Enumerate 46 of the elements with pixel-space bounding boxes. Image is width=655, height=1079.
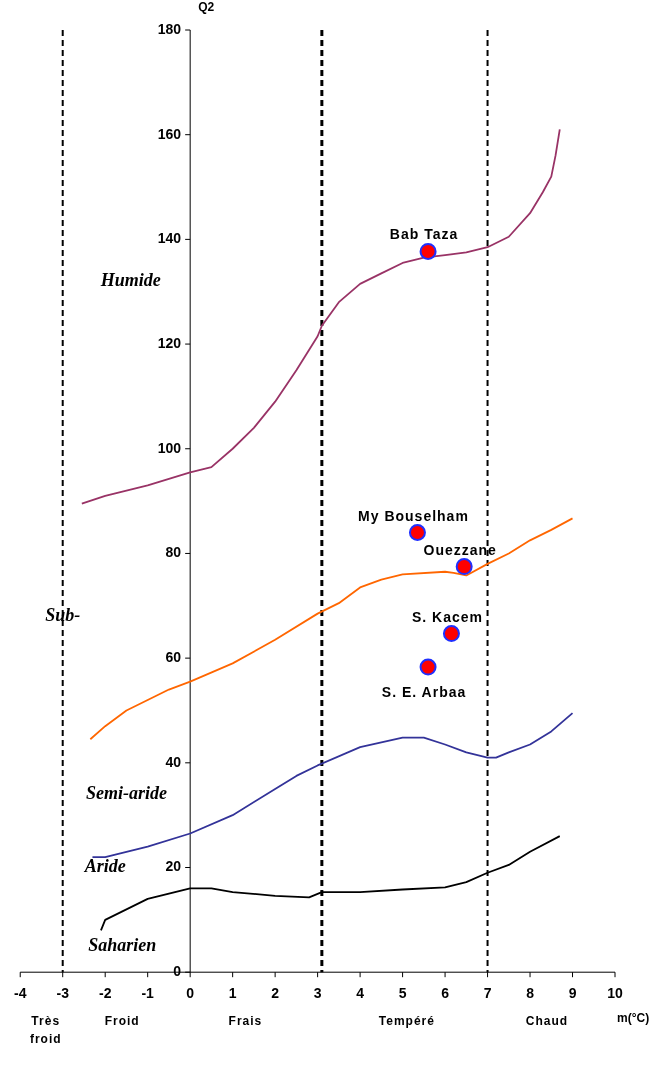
- text: Très froid: [29, 1013, 62, 1046]
- text: Frais: [228, 1013, 263, 1028]
- text: Froid: [104, 1013, 140, 1028]
- x-tick-label: -2: [98, 985, 112, 1002]
- text: Chaud: [525, 1013, 569, 1028]
- x-tick-label: -1: [141, 985, 155, 1002]
- x-tick-label: -4: [14, 985, 27, 1002]
- y-tick-label: 120: [157, 334, 182, 351]
- annotation: Saharien: [88, 934, 157, 955]
- text: Tempéré: [378, 1013, 435, 1028]
- x-tick-label: 1: [228, 985, 237, 1002]
- y-tick-label: 20: [165, 858, 182, 875]
- x-tick-label: 4: [356, 985, 365, 1002]
- y-tick-label: 160: [157, 125, 182, 142]
- annotation: Sub-: [45, 604, 81, 625]
- y-axis-title: Q2: [198, 0, 215, 15]
- x-tick-label: 3: [313, 985, 322, 1002]
- annotation: Ouezzane: [423, 541, 497, 558]
- x-tick-label: 5: [398, 985, 407, 1002]
- annotation: Aride: [83, 856, 126, 877]
- point: [455, 558, 473, 576]
- x-axis-title: m(°C): [617, 1010, 650, 1025]
- annotation: S. Kacem: [411, 608, 483, 625]
- annotation: Semi-aride: [85, 782, 167, 803]
- point: [442, 625, 460, 643]
- point: [408, 524, 426, 542]
- y-tick-label: 80: [165, 544, 182, 561]
- annotation: S. E. Arbaa: [381, 684, 467, 701]
- x-tick-label: -3: [56, 985, 70, 1002]
- x-tick-label: 0: [186, 985, 195, 1002]
- y-tick-label: 140: [157, 230, 182, 247]
- x-tick-label: 7: [483, 985, 492, 1002]
- x-tick-label: 8: [526, 985, 535, 1002]
- x-tick-label: 2: [271, 985, 280, 1002]
- annotation: Bab Taza: [389, 226, 459, 243]
- y-tick-label: 40: [165, 753, 182, 770]
- point: [419, 242, 437, 260]
- point: [419, 658, 437, 676]
- x-tick-label: 9: [568, 985, 577, 1002]
- annotation: My Bouselham: [358, 507, 469, 524]
- x-tick-label: 10: [607, 985, 623, 1002]
- y-tick-label: 180: [157, 20, 182, 37]
- y-tick-label: 100: [157, 439, 182, 456]
- annotation: Humide: [99, 269, 161, 290]
- x-tick-label: 6: [441, 985, 450, 1002]
- y-tick-label: 60: [165, 648, 182, 665]
